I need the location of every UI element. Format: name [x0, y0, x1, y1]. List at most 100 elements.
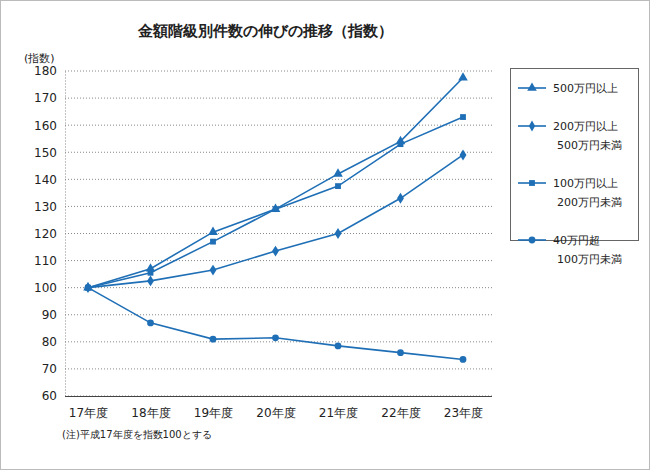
legend-marker [529, 237, 536, 244]
y-tick: 180 [34, 64, 65, 78]
marker [272, 246, 279, 257]
grid [65, 71, 492, 396]
legend-entry: 200万円以上500万円未満 [518, 120, 622, 152]
marker [85, 285, 91, 291]
y-tick: 170 [34, 91, 65, 105]
y-axis-title: (指数) [24, 52, 55, 65]
marker [333, 168, 343, 176]
x-tick-label: 20年度 [256, 406, 295, 420]
x-tick-label: 22年度 [381, 406, 420, 420]
frame [1, 1, 650, 470]
x-tick-label: 23年度 [444, 406, 483, 420]
x-tick: 17年度 [69, 396, 108, 420]
y-tick-label: 120 [34, 227, 57, 241]
series-line [88, 78, 463, 288]
y-tick: 140 [34, 173, 65, 187]
marker [147, 319, 154, 326]
y-tick: 100 [34, 281, 65, 295]
x-axis: 17年度 18年度 19年度 20年度 21年度 22年度 23年度 [65, 396, 492, 420]
grid-line [65, 314, 492, 315]
grid-line [65, 71, 492, 72]
marker [210, 265, 217, 276]
grid-line [65, 260, 492, 261]
y-tick: 150 [34, 146, 65, 160]
y-tick: 130 [34, 200, 65, 214]
marker [458, 72, 468, 80]
marker [85, 282, 92, 293]
y-tick-label: 80 [42, 335, 57, 349]
marker [208, 227, 218, 235]
grid-line [65, 98, 492, 99]
grid-line [65, 152, 492, 153]
legend-box [511, 69, 639, 241]
x-tick: 19年度 [194, 396, 233, 420]
y-tick-label: 140 [34, 173, 57, 187]
marker [273, 206, 279, 212]
grid-line [65, 341, 492, 342]
marker [335, 183, 341, 189]
marker [147, 275, 154, 286]
x-tick: 23年度 [444, 396, 483, 420]
legend-marker [529, 121, 535, 132]
plot-area [83, 72, 468, 363]
x-tick: 22年度 [381, 396, 420, 420]
marker [397, 193, 404, 204]
y-axis-line [65, 72, 66, 397]
y-tick-label: 130 [34, 200, 57, 214]
marker [460, 150, 467, 161]
marker [335, 343, 342, 350]
y-tick: 70 [42, 362, 65, 376]
chart: 金額階級別件数の伸びの推移（指数） (指数) 60 70 80 90 100 110 120 13… [0, 0, 650, 470]
series-line [88, 117, 463, 288]
y-tick-label: 160 [34, 119, 57, 133]
marker [148, 270, 154, 276]
legend-entry: 40万円超100万円未満 [518, 234, 622, 266]
title: 金額階級別件数の伸びの推移（指数） [137, 22, 393, 40]
legend-label: 200万円以上500万円未満 [553, 120, 622, 152]
grid-line [65, 233, 492, 234]
x-axis-line [65, 396, 492, 397]
marker [272, 334, 279, 341]
x-tick-label: 19年度 [194, 406, 233, 420]
legend-marker [527, 82, 537, 90]
y-tick: 120 [34, 227, 65, 241]
legend: 500万円以上 200万円以上500万円未満 100万円以上200万円未満 40万円超… [511, 69, 639, 267]
x-tick-label: 21年度 [319, 406, 358, 420]
y-tick-label: 110 [34, 254, 57, 268]
marker [210, 239, 216, 245]
grid-line [65, 125, 492, 126]
y-axis: 60 70 80 90 100 110 120 130 140 150 160 170 180 [34, 64, 65, 403]
y-tick: 160 [34, 119, 65, 133]
y-tick-label: 170 [34, 91, 57, 105]
grid-line [65, 396, 492, 397]
series-line [88, 288, 463, 360]
marker [460, 356, 467, 363]
x-tick-label: 18年度 [131, 406, 170, 420]
x-tick-label: 17年度 [69, 406, 108, 420]
marker [85, 284, 92, 291]
legend-entry: 100万円以上200万円未満 [518, 177, 622, 209]
y-tick-label: 100 [34, 281, 57, 295]
marker [210, 336, 217, 343]
y-tick-label: 150 [34, 146, 57, 160]
legend-label: 500万円以上 [553, 82, 618, 95]
grid-line [65, 368, 492, 369]
marker [397, 349, 404, 356]
y-tick: 60 [42, 389, 65, 403]
y-tick-label: 70 [42, 362, 57, 376]
x-tick: 21年度 [319, 396, 358, 420]
x-tick: 20年度 [256, 396, 295, 420]
y-tick-label: 90 [42, 308, 57, 322]
marker [398, 141, 404, 147]
legend-entry: 500万円以上 [518, 82, 618, 95]
x-tick: 18年度 [131, 396, 170, 420]
grid-line [65, 287, 492, 288]
marker [335, 228, 342, 239]
series-line [88, 155, 463, 288]
y-tick: 80 [42, 335, 65, 349]
legend-label: 40万円超100万円未満 [553, 234, 622, 266]
legend-label: 100万円以上200万円未満 [553, 177, 622, 209]
y-tick: 90 [42, 308, 65, 322]
y-tick: 110 [34, 254, 65, 268]
y-tick-label: 60 [42, 389, 57, 403]
